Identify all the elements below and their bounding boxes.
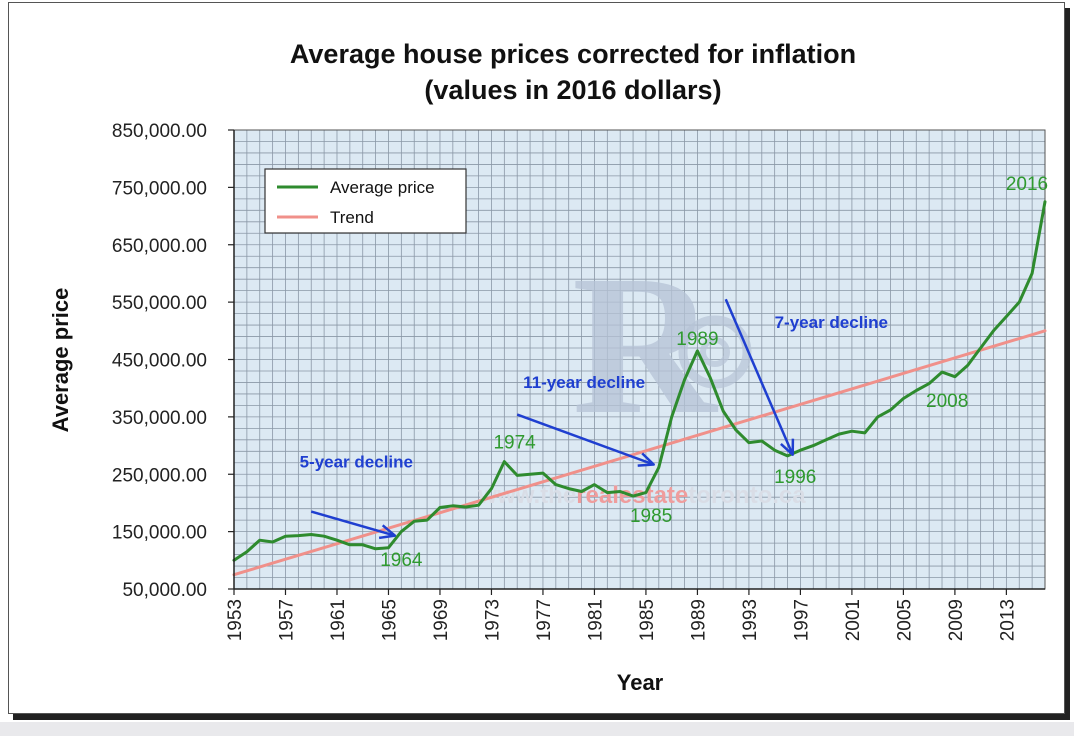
x-tick-label: 1953 (225, 599, 246, 641)
year-annotation: 1996 (774, 467, 816, 488)
x-tick-label: 1997 (791, 599, 812, 641)
y-tick-label: 150,000.00 (112, 523, 207, 544)
decline-label: 7-year decline (775, 313, 888, 332)
decline-arrow-shaft (724, 298, 794, 456)
legend-label-average: Average price (330, 178, 435, 197)
x-tick-label: 2013 (997, 599, 1018, 641)
legend-label-trend: Trend (330, 208, 374, 227)
decline-arrow-head (637, 452, 655, 467)
x-tick-label: 2009 (946, 599, 967, 641)
x-tick-label: 1961 (328, 599, 349, 641)
y-tick-label: 850,000.00 (112, 121, 207, 142)
year-annotation: 1964 (380, 550, 423, 571)
x-tick-label: 1957 (276, 599, 297, 641)
x-tick-label: 1989 (688, 599, 709, 641)
chart-title: Average house prices corrected for infla… (290, 39, 856, 69)
x-tick-label: 2001 (843, 599, 864, 641)
y-tick-label: 50,000.00 (122, 580, 207, 601)
svg-text:R: R (572, 235, 719, 456)
axes: 850,000.00 750,000.00 650,000.00 550,000.00… (112, 121, 1045, 641)
decline-arrow-head (780, 438, 795, 456)
annotations: 1964 1974 1985 1989 1996 2008 2016 5-year decli… (300, 174, 1049, 571)
decline-arrow-shaft (310, 510, 396, 537)
decline-arrow-head (378, 524, 397, 540)
series-layer (232, 200, 1047, 577)
x-tick-label: 1973 (482, 599, 503, 641)
chart-subtitle: (values in 2016 dollars) (424, 75, 721, 105)
y-tick-label: 750,000.00 (112, 178, 207, 199)
year-annotation: 1974 (493, 432, 536, 453)
decline-label: 11-year decline (523, 373, 645, 392)
x-tick-label: 1965 (379, 599, 400, 641)
y-tick-label: 250,000.00 (112, 465, 207, 486)
x-tick-label: 1977 (534, 599, 555, 641)
legend: Average price Trend (264, 168, 467, 234)
y-tick-label: 650,000.00 (112, 236, 207, 257)
year-annotation: 2016 (1006, 174, 1048, 195)
y-tick-label: 450,000.00 (112, 351, 207, 372)
x-tick-label: 1981 (585, 599, 606, 641)
decline-arrow-shaft (516, 413, 655, 466)
y-axis-title: Average price (48, 288, 73, 433)
y-tick-label: 550,000.00 (112, 293, 207, 314)
year-annotation: 2008 (926, 391, 968, 412)
decline-label: 5-year decline (300, 452, 413, 471)
x-tick-label: 1969 (431, 599, 452, 641)
x-tick-label: 2005 (894, 599, 915, 641)
year-annotation: 1985 (630, 506, 672, 527)
x-axis-title: Year (617, 670, 664, 695)
x-tick-label: 1985 (637, 599, 658, 641)
legend-box (264, 168, 467, 234)
series-line-average-price (232, 200, 1047, 562)
watermark-logo: R (572, 235, 752, 456)
watermark-part-3: toronto.ca (688, 482, 806, 509)
series-line-trend (232, 329, 1047, 577)
x-tick-label: 1993 (740, 599, 761, 641)
bottom-strip (0, 722, 1074, 736)
y-tick-label: 350,000.00 (112, 408, 207, 429)
year-annotation: 1989 (676, 329, 718, 350)
